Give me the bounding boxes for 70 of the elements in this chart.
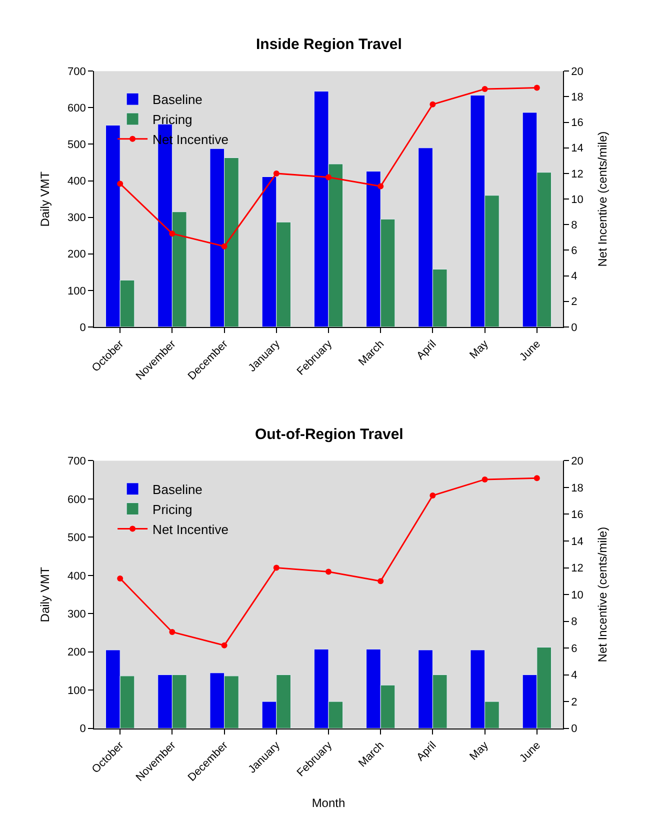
y2-tick-label: 16 [571,509,584,522]
point [482,86,488,92]
y2-tick-label: 12 [571,168,584,180]
x-tick-label: May [468,338,492,362]
y2-tick-label: 4 [571,670,578,682]
point [117,180,124,187]
y-tick-label: 200 [67,646,86,659]
chart-title: Inside Region Travel [256,36,402,53]
y-tick-label: 300 [67,608,86,620]
y-tick-label: 100 [67,285,86,298]
legend-label: Baseline [152,482,202,497]
y2-tick-label: 20 [571,66,584,78]
y2-tick-label: 6 [571,245,578,258]
point [273,170,280,176]
y-tick-label: 200 [67,248,86,261]
y-axis-title: Daily VMT [38,566,52,622]
point [169,628,176,635]
point [273,564,280,571]
y-tick-label: 100 [67,684,86,697]
legend-label: Baseline [152,92,202,108]
y2-tick-label: 2 [571,696,578,708]
y-tick-label: 300 [67,212,86,224]
y2-tick-label: 10 [571,589,584,602]
y-tick-label: 500 [67,532,86,544]
point [430,492,436,499]
chart-title: Out-of-Region Travel [255,426,404,443]
point [534,475,540,482]
y-tick-label: 700 [67,66,86,78]
point [221,243,228,250]
y2-tick-label: 16 [571,117,584,130]
point [117,575,124,582]
y2-tick-label: 18 [571,92,584,104]
y-tick-label: 600 [67,494,86,506]
y2-axis-title: Net Incentive (cents/mile) [595,526,610,662]
point [169,230,176,237]
point [326,568,332,575]
y2-tick-label: 6 [571,642,578,655]
point [378,183,384,190]
y-tick-label: 500 [67,139,86,152]
y2-tick-label: 14 [571,142,584,155]
y-tick-label: 600 [67,102,86,115]
y2-tick-label: 0 [571,723,578,736]
y2-tick-label: 4 [571,270,578,283]
y2-tick-label: 10 [571,194,584,206]
point [378,578,384,584]
point [534,84,540,91]
y2-tick-label: 8 [571,219,578,232]
point [430,101,436,108]
y-tick-label: 400 [67,570,86,582]
y-tick-label: 0 [80,723,86,736]
y-tick-label: 400 [67,176,86,188]
y2-tick-label: 12 [571,562,584,575]
point [482,476,488,482]
legend-label: Pricing [152,112,192,128]
y2-tick-label: 2 [571,296,578,308]
x-tick-label: May [468,739,492,763]
y2-tick-label: 0 [571,322,578,334]
legend-label: Net Incentive [152,522,228,537]
x-axis-title: Month [312,796,346,810]
y-tick-label: 700 [67,456,86,468]
y-axis-title: Daily VMT [38,170,52,227]
y2-axis-title: Net Incentive (cents/mile) [595,131,610,267]
legend-label: Pricing [152,502,192,517]
y-tick-label: 0 [80,322,86,334]
y2-tick-label: 8 [571,616,578,628]
y2-tick-label: 20 [571,456,584,468]
point [326,174,332,180]
y2-tick-label: 14 [571,536,584,548]
y2-tick-label: 18 [571,482,584,494]
point [221,642,228,648]
